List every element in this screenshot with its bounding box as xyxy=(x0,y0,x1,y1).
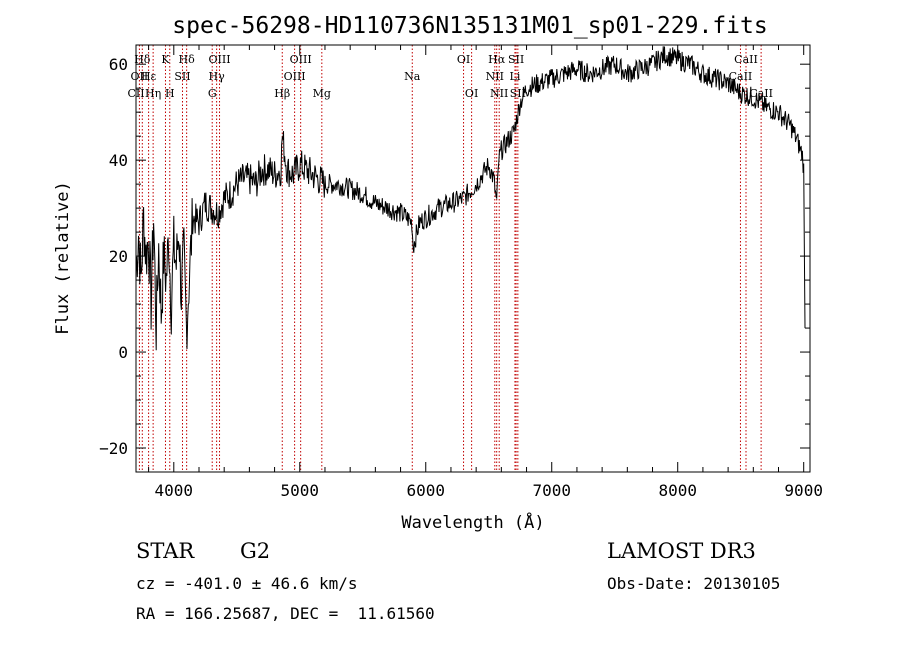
redshift-text: cz = -401.0 ± 46.6 km/s xyxy=(136,574,358,593)
line-marker-label: Hη xyxy=(145,87,161,100)
line-marker-label: OI xyxy=(457,53,470,66)
line-marker-label: NII xyxy=(486,70,504,83)
line-marker-label: Hβ xyxy=(274,87,290,100)
survey-name: LAMOST DR3 xyxy=(607,539,756,563)
x-tick-label: 9000 xyxy=(784,481,823,500)
x-tick-label: 8000 xyxy=(658,481,697,500)
line-marker-label: Hε xyxy=(141,70,157,83)
line-marker-label: SII xyxy=(508,53,524,66)
line-marker-label: G xyxy=(208,87,217,100)
line-marker-label: Hγ xyxy=(209,70,226,83)
x-tick-label: 6000 xyxy=(406,481,445,500)
y-axis-label: Flux (relative) xyxy=(53,181,73,335)
flux-series-line xyxy=(135,46,806,351)
y-tick-label: 20 xyxy=(109,247,128,266)
y-tick-label: −20 xyxy=(99,439,128,458)
line-marker-label: CaII xyxy=(749,87,773,100)
chart-title: spec-56298-HD110736N135131M01_sp01-229.f… xyxy=(172,13,767,39)
line-marker-label: CaII xyxy=(734,53,758,66)
line-marker-label: OIII xyxy=(290,53,312,66)
x-tick-label: 7000 xyxy=(532,481,571,500)
x-axis-label: Wavelength (Å) xyxy=(401,511,544,533)
object-subclass: G2 xyxy=(240,539,271,563)
line-marker-label: Mg xyxy=(313,87,331,100)
spectrum-chart: spec-56298-HD110736N135131M01_sp01-229.f… xyxy=(53,13,823,533)
y-axis: −20 0 20 40 60 xyxy=(99,55,810,473)
line-marker-label: Hδ xyxy=(179,53,196,66)
y-tick-label: 60 xyxy=(109,55,128,74)
line-marker-label: Hα xyxy=(488,53,506,66)
line-marker-label: SII xyxy=(174,70,190,83)
obs-date-text: Obs-Date: 20130105 xyxy=(607,574,781,593)
line-marker-label: Hδ xyxy=(134,53,151,66)
line-markers xyxy=(135,45,762,472)
line-marker-label: Li xyxy=(510,70,521,83)
line-marker-label: SII xyxy=(510,87,526,100)
x-axis: 4000 5000 6000 7000 8000 9000 xyxy=(148,45,823,500)
line-marker-label: OIII xyxy=(284,70,306,83)
y-tick-label: 40 xyxy=(109,151,128,170)
y-tick-label: 0 xyxy=(118,343,128,362)
plot-frame xyxy=(135,44,811,473)
object-class: STAR xyxy=(136,539,195,563)
line-marker-label: OII xyxy=(131,70,149,83)
x-tick-label: 4000 xyxy=(155,481,194,500)
coordinates-text: RA = 166.25687, DEC = 11.61560 xyxy=(136,604,435,623)
line-marker-label: K xyxy=(161,53,170,66)
line-marker-label: OIII xyxy=(208,53,230,66)
line-marker-label: OI xyxy=(465,87,478,100)
series-group xyxy=(135,46,806,351)
line-marker-label: Na xyxy=(404,70,421,83)
line-marker-label: NII xyxy=(490,87,508,100)
line-marker-label: H xyxy=(165,87,175,100)
x-tick-label: 5000 xyxy=(281,481,320,500)
